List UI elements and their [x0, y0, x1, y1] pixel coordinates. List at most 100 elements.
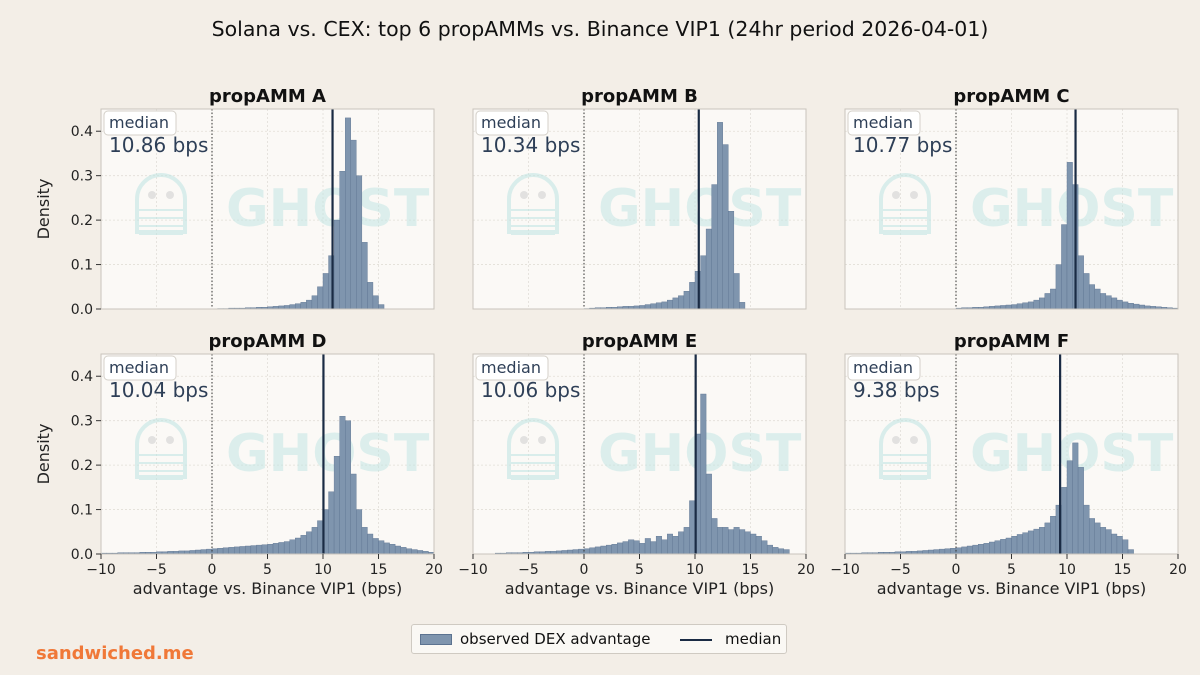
histogram-bar — [989, 541, 996, 555]
histogram-bar — [778, 548, 784, 555]
histogram-bar — [367, 282, 374, 310]
histogram-bar — [411, 549, 418, 555]
ghost-eye — [166, 191, 174, 199]
x-axis-label: advantage vs. Binance VIP1 (bps) — [505, 579, 774, 598]
y-tick-label: 0.0 — [71, 547, 93, 563]
histogram-bar — [1016, 534, 1023, 555]
histogram-bar — [200, 549, 207, 555]
plot-frame — [100, 108, 435, 310]
histogram-bar — [189, 550, 196, 555]
x-tick-label: 0 — [952, 562, 961, 578]
histogram-bar — [606, 544, 612, 555]
ghost-eye — [892, 191, 900, 199]
histogram-bar — [1050, 516, 1057, 555]
median-value: 10.34 bps — [481, 133, 580, 157]
x-tick-label: 5 — [635, 562, 644, 578]
histogram-bar — [367, 533, 374, 555]
histogram-bar — [1116, 536, 1123, 555]
histogram-bar — [567, 549, 574, 555]
ghost-eye — [892, 436, 900, 444]
ghost-eye — [910, 436, 918, 444]
y-axis-label: Density — [34, 179, 53, 240]
histogram-bar — [261, 544, 268, 555]
histogram-bar — [1105, 295, 1112, 310]
histogram-bar — [561, 550, 568, 555]
histogram-bar — [744, 531, 751, 555]
panel-title: propAMM B — [581, 86, 698, 107]
histogram-bar — [928, 549, 934, 555]
histogram-bar — [750, 533, 757, 555]
histogram-bar — [289, 304, 296, 310]
x-tick-label: 5 — [1007, 562, 1016, 578]
histogram-bar — [644, 538, 651, 555]
median-value: 9.38 bps — [853, 378, 940, 402]
histogram-bar — [1083, 504, 1090, 555]
y-tick-label: 0.1 — [71, 503, 93, 519]
ghost-outline — [135, 173, 187, 234]
x-tick-label: 15 — [1114, 562, 1132, 578]
histogram-bar — [1033, 299, 1040, 310]
median-box — [103, 110, 177, 136]
y-tick-label: 0.3 — [71, 414, 93, 430]
watermark-text: GHOST — [226, 179, 430, 239]
histogram-bar — [922, 550, 929, 555]
ghost-eye — [148, 436, 156, 444]
histogram-bar — [317, 286, 324, 310]
histogram-bar — [600, 545, 607, 555]
histogram-bar — [295, 303, 301, 310]
histogram-bar — [667, 299, 673, 310]
histogram-bar — [400, 547, 407, 555]
y-tick-label: 0.3 — [71, 169, 93, 185]
histogram-bar — [644, 304, 651, 310]
histogram-bar — [728, 529, 735, 555]
histogram-bar — [739, 529, 746, 555]
histogram-bar — [356, 509, 363, 555]
histogram-bar — [639, 543, 646, 555]
histogram-bar — [1061, 487, 1068, 555]
histogram-bar — [617, 542, 624, 555]
histogram-bar — [728, 211, 735, 310]
histogram-bar — [978, 544, 984, 555]
legend: observed DEX advantage median — [411, 624, 787, 654]
histogram-bar — [1066, 162, 1073, 310]
legend-hist-label: observed DEX advantage — [460, 630, 651, 648]
histogram-bar — [195, 549, 202, 555]
panel-title: propAMM A — [209, 86, 326, 107]
histogram-bar — [939, 548, 946, 555]
plot-frame — [472, 108, 807, 310]
histogram-bar — [572, 549, 579, 555]
plot-frame — [844, 108, 1179, 310]
histogram-bar — [733, 527, 740, 555]
histogram-bar — [1061, 224, 1068, 310]
legend-median-label: median — [725, 630, 782, 648]
histogram-bar — [206, 548, 213, 555]
histogram-bar — [983, 543, 990, 555]
median-box-label: median — [853, 358, 913, 377]
ghost-outline — [507, 173, 559, 234]
histogram-bar — [311, 527, 318, 555]
x-tick-label: 0 — [208, 562, 217, 578]
median-box — [475, 110, 549, 136]
x-tick-label: 5 — [263, 562, 272, 578]
histogram-bar — [700, 393, 707, 555]
histogram-bar — [705, 473, 712, 555]
median-box-label: median — [853, 113, 913, 132]
histogram-bar — [300, 535, 307, 555]
histogram-bar — [239, 546, 246, 555]
histogram-bar — [378, 540, 385, 555]
histogram-bar — [661, 301, 668, 310]
histogram-bar — [1122, 301, 1129, 310]
histogram-bar — [955, 547, 962, 555]
panel-title: propAMM D — [209, 331, 327, 352]
histogram-bar — [589, 547, 596, 555]
histogram-bar — [333, 456, 340, 555]
x-tick-label: 10 — [686, 562, 704, 578]
histogram-bar — [345, 420, 351, 555]
histogram-bar — [1094, 288, 1101, 310]
histogram-bar — [394, 545, 401, 555]
histogram-bar — [755, 536, 762, 555]
x-tick-label: −10 — [458, 562, 488, 578]
